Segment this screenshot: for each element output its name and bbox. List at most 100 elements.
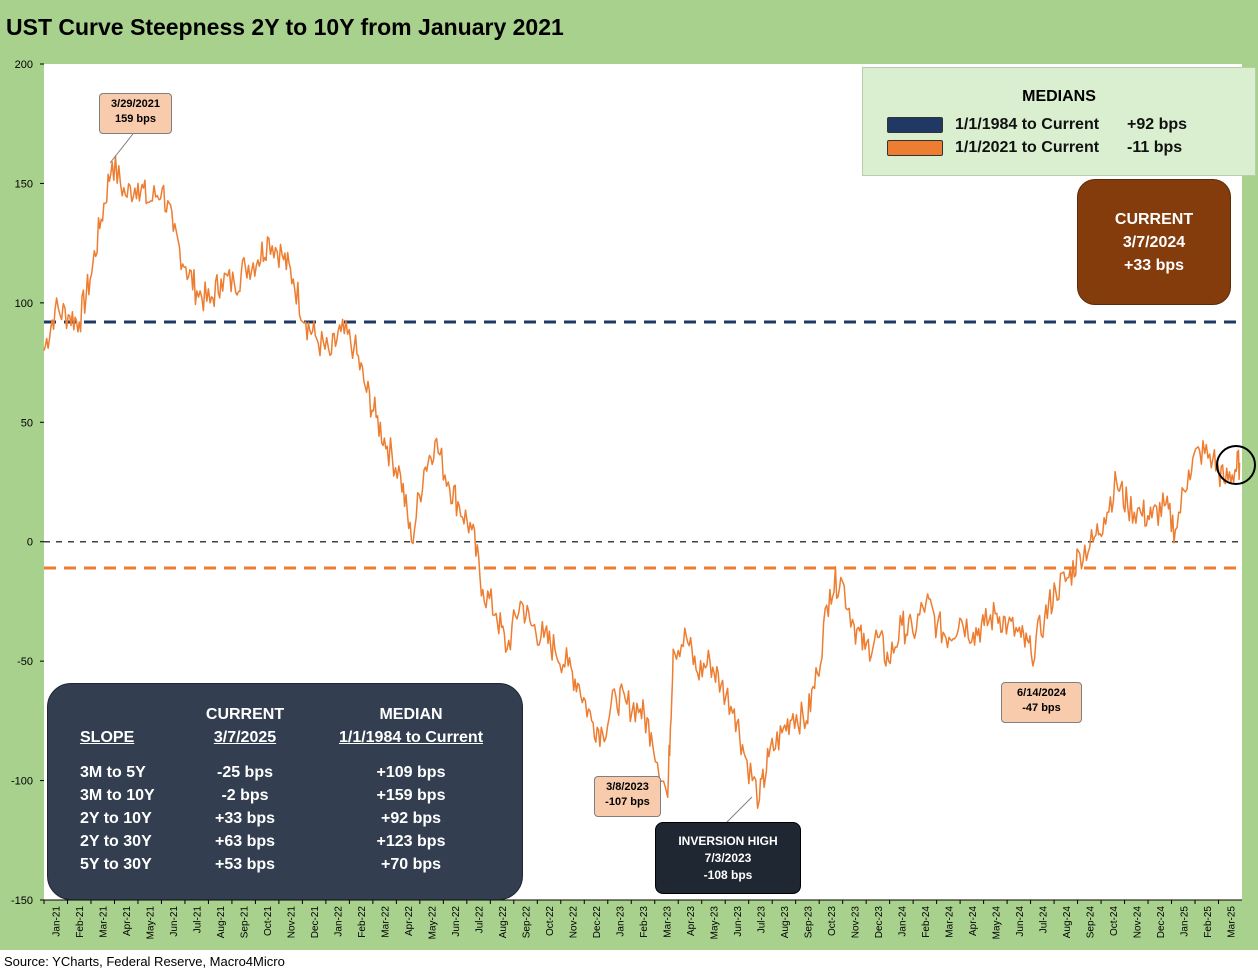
annotation-low-2023-value: -107 bps xyxy=(605,796,650,808)
x-tick-label: Dec-24 xyxy=(1156,906,1167,939)
x-tick-label: Oct-24 xyxy=(1109,906,1120,936)
slope-cell-name: 2Y to 10Y xyxy=(80,810,152,827)
x-tick-label: Sep-23 xyxy=(803,906,814,939)
x-tick-label: Oct-23 xyxy=(827,906,838,936)
slope-cell-median: +159 bps xyxy=(376,787,446,804)
x-tick-label: Nov-22 xyxy=(569,906,580,939)
x-tick-label: Jan-23 xyxy=(616,906,627,937)
legend-swatch-orange xyxy=(887,140,943,156)
slope-cell-name: 2Y to 30Y xyxy=(80,833,152,850)
x-tick-label: Jun-24 xyxy=(1015,906,1026,937)
slope-table: CURRENT 3/7/2025 MEDIAN 1/1/1984 to Curr… xyxy=(47,683,523,900)
current-value-box: CURRENT 3/7/2024 +33 bps xyxy=(1077,179,1231,305)
slope-col-slope-header: SLOPE xyxy=(80,729,135,746)
x-tick-label: Dec-23 xyxy=(874,906,885,939)
annotation-mid-2024-date: 6/14/2024 xyxy=(1017,687,1066,699)
x-tick-label: Feb-25 xyxy=(1203,906,1214,938)
y-tick-label: 150 xyxy=(15,178,33,190)
slope-cell-median: +92 bps xyxy=(380,810,442,827)
x-tick-label: Dec-21 xyxy=(310,906,321,939)
medians-legend: MEDIANS 1/1/1984 to Current +92 bps 1/1/2… xyxy=(862,67,1256,176)
y-tick-label: -50 xyxy=(17,656,33,668)
x-tick-label: Jun-22 xyxy=(451,906,462,937)
current-date: 3/7/2024 xyxy=(1122,234,1186,251)
slope-col-median-range: 1/1/1984 to Current xyxy=(338,729,484,746)
annotation-leaders xyxy=(109,129,753,823)
slope-cell-name: 5Y to 30Y xyxy=(80,856,152,873)
x-tick-label: Jul-22 xyxy=(475,906,486,934)
annotation-low-2023: 3/8/2023 -107 bps xyxy=(594,776,661,817)
annotation-low-2023-date: 3/8/2023 xyxy=(606,781,649,793)
annotation-mid-2024: 6/14/2024 -47 bps xyxy=(1001,682,1082,723)
annotation-inversion-date: 7/3/2023 xyxy=(704,851,752,865)
x-tick-label: Feb-24 xyxy=(921,906,932,938)
reference-lines xyxy=(44,320,1242,570)
annotation-inversion-title: INVERSION HIGH xyxy=(678,834,778,848)
slope-cell-current: -2 bps xyxy=(221,787,269,804)
x-tick-label: Sep-24 xyxy=(1085,906,1096,939)
annotation-mid-2024-value: -47 bps xyxy=(1022,702,1061,714)
x-tick-label: Jan-22 xyxy=(334,906,345,937)
annotation-inversion-value: -108 bps xyxy=(703,868,753,882)
x-tick-label: Apr-22 xyxy=(404,906,415,936)
annotation-inversion: INVERSION HIGH 7/3/2023 -108 bps xyxy=(655,822,801,894)
axes: -150 -100 -50 0 50 100 150 200 Jan-21 Feb-21 Mar-2… xyxy=(11,59,1242,939)
x-tick-label: Oct-22 xyxy=(545,906,556,936)
x-tick-label: Feb-23 xyxy=(639,906,650,938)
x-tick-label: Nov-23 xyxy=(850,906,861,939)
y-tick-label: 50 xyxy=(21,417,33,429)
y-tick-label: -150 xyxy=(11,895,33,907)
x-tick-label: Jan-25 xyxy=(1179,906,1190,937)
x-tick-label: May-23 xyxy=(709,906,720,940)
x-tick-label: Apr-24 xyxy=(968,906,979,936)
current-marker-circle xyxy=(1216,445,1256,485)
x-tick-label: Dec-22 xyxy=(592,906,603,939)
x-tick-label: Jul-24 xyxy=(1038,906,1049,934)
slope-cell-median: +70 bps xyxy=(380,856,442,873)
y-tick-label: -100 xyxy=(11,776,33,788)
annotation-inversion-leader xyxy=(726,796,753,823)
x-tick-label: May-21 xyxy=(146,906,157,940)
medians-row-2021: 1/1/2021 to Current -11 bps xyxy=(887,139,1182,157)
y-tick-label: 200 xyxy=(15,59,33,71)
slope-cell-current: +33 bps xyxy=(214,810,276,827)
x-tick-label: Oct-21 xyxy=(263,906,274,936)
medians-row-label: 1/1/2021 to Current xyxy=(955,139,1100,156)
x-tick-label: Jan-24 xyxy=(897,906,908,937)
x-tick-label: Jul-21 xyxy=(193,906,204,934)
x-tick-label: Jul-23 xyxy=(756,906,767,934)
annotation-peak: 3/29/2021 159 bps xyxy=(99,93,172,134)
slope-col-current-date: 3/7/2025 xyxy=(213,729,277,746)
medians-row-1984: 1/1/1984 to Current +92 bps xyxy=(887,116,1187,134)
x-tick-label: Apr-21 xyxy=(122,906,133,936)
x-tick-label: Mar-22 xyxy=(381,906,392,938)
x-tick-label: Nov-21 xyxy=(287,906,298,939)
annotation-peak-leader xyxy=(109,129,137,164)
x-tick-label: Jun-21 xyxy=(169,906,180,937)
x-tick-label: Mar-23 xyxy=(662,906,673,938)
x-tick-label: Aug-22 xyxy=(498,906,509,939)
x-tick-label: Mar-24 xyxy=(944,906,955,938)
x-tick-label: Mar-25 xyxy=(1226,906,1237,938)
slope-col-median-header: MEDIAN xyxy=(379,706,443,723)
y-tick-label: 100 xyxy=(15,298,33,310)
current-value: +33 bps xyxy=(1123,257,1185,274)
chart-title: UST Curve Steepness 2Y to 10Y from Janua… xyxy=(6,14,564,40)
medians-row-value: -11 bps xyxy=(1127,139,1183,156)
x-tick-label: Aug-24 xyxy=(1062,906,1073,939)
x-tick-label: Aug-21 xyxy=(216,906,227,939)
legend-swatch-navy xyxy=(887,117,943,133)
current-label: CURRENT xyxy=(1114,211,1194,228)
slope-col-current-header: CURRENT xyxy=(205,706,285,723)
y-tick-label: 0 xyxy=(27,537,33,549)
medians-header: MEDIANS xyxy=(1022,88,1096,105)
medians-row-value: +92 bps xyxy=(1127,116,1188,133)
x-tick-label: May-22 xyxy=(428,906,439,940)
x-tick-label: Jun-23 xyxy=(733,906,744,937)
x-tick-label: Apr-23 xyxy=(686,906,697,936)
x-tick-label: Aug-23 xyxy=(780,906,791,939)
x-tick-label: Feb-22 xyxy=(357,906,368,938)
medians-row-label: 1/1/1984 to Current xyxy=(955,116,1100,133)
series-line xyxy=(43,155,1241,809)
slope-cell-current: -25 bps xyxy=(216,764,273,781)
